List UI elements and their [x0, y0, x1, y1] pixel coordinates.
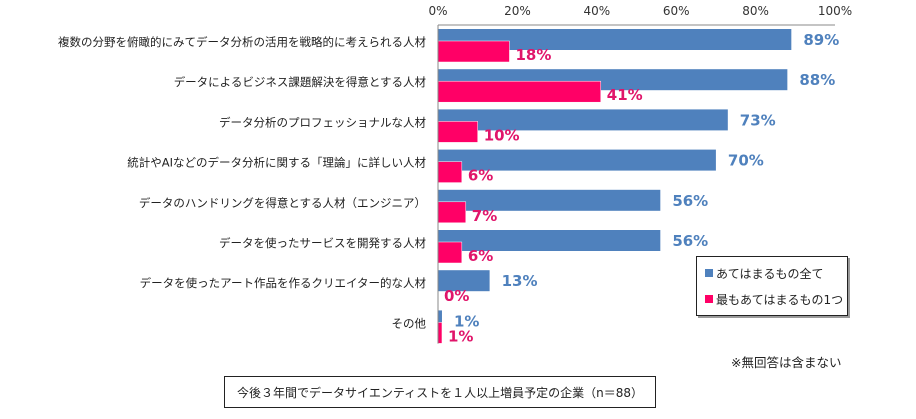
- x-axis-ticks: 0% 20% 40% 60% 80% 100%: [428, 4, 852, 18]
- legend-item-most: 最もあてはまるもの1つ: [705, 291, 843, 308]
- data-label-all: 13%: [502, 272, 538, 290]
- legend: あてはまるもの全て 最もあてはまるもの1つ: [696, 256, 848, 316]
- data-label-most: 0%: [444, 287, 469, 305]
- data-label-most: 7%: [472, 207, 497, 225]
- bar-all: [438, 29, 792, 50]
- bar-most: [437, 201, 467, 224]
- data-label-all: 56%: [672, 232, 708, 250]
- x-tick-label: 100%: [818, 4, 852, 18]
- legend-label-most: 最もあてはまるもの1つ: [716, 293, 844, 307]
- data-label-all: 73%: [740, 111, 776, 129]
- data-label-most: 10%: [484, 126, 520, 144]
- data-label-all: 70%: [728, 152, 764, 170]
- footnote: ※無回答は含まない: [731, 355, 842, 370]
- bar-most: [437, 40, 510, 63]
- bar-all: [438, 310, 442, 332]
- x-tick-label: 60%: [663, 4, 690, 18]
- bar-all: [438, 270, 490, 292]
- category-labels: 複数の分野を俯瞰的にみてデータ分析の活用を戦略的に考えられる人材データによるビジ…: [58, 35, 426, 330]
- data-label-most: 6%: [468, 247, 493, 265]
- category-label: 統計やAIなどのデータ分析に関する「理論」に詳しい人材: [127, 156, 426, 170]
- bars: [437, 29, 792, 344]
- data-labels: 89% 18% 88% 41% 73% 10% 70% 6% 56% 7% 56% 6% 13% 0% 1%…: [444, 31, 839, 345]
- category-label: 複数の分野を俯瞰的にみてデータ分析の活用を戦略的に考えられる人材: [58, 35, 426, 49]
- category-label: データを使ったサービスを開発する人材: [219, 236, 426, 250]
- category-label: データによるビジネス課題解決を得意とする人材: [174, 75, 427, 89]
- data-label-most: 1%: [448, 327, 473, 345]
- bar-all: [438, 189, 661, 211]
- category-label: データのハンドリングを得意とする人材（エンジニア）: [139, 196, 426, 210]
- bar-most: [437, 161, 463, 183]
- legend-swatch-most: [705, 295, 713, 303]
- data-label-all: 88%: [799, 71, 835, 89]
- data-label-most: 6%: [468, 167, 493, 185]
- bar-all: [438, 149, 716, 171]
- bar-most: [437, 322, 443, 344]
- sample-description-box: 今後３年間でデータサイエンティストを１人以上増員予定の企業（n＝88）: [224, 376, 656, 408]
- legend-item-all: あてはまるもの全て: [705, 265, 824, 282]
- bar-all: [438, 109, 728, 131]
- bar-most: [437, 80, 602, 103]
- legend-label-all: あてはまるもの全て: [716, 267, 824, 281]
- x-tick-label: 0%: [428, 4, 447, 18]
- sample-description: 今後３年間でデータサイエンティストを１人以上増員予定の企業（n＝88）: [236, 385, 644, 400]
- data-label-all: 56%: [672, 192, 708, 210]
- x-tick-label: 40%: [583, 4, 610, 18]
- data-label-most: 18%: [515, 46, 551, 64]
- bar-most: [437, 121, 478, 143]
- category-label: データ分析のプロフェッショナルな人材: [219, 115, 426, 129]
- category-label: データを使ったアート作品を作るクリエイター的な人材: [140, 276, 427, 290]
- data-label-most: 41%: [607, 86, 643, 104]
- legend-swatch-all: [705, 269, 713, 277]
- category-label: その他: [392, 316, 427, 330]
- x-tick-label: 80%: [742, 4, 769, 18]
- bar-most: [437, 241, 463, 264]
- data-label-all: 1%: [454, 312, 479, 330]
- data-label-all: 89%: [803, 31, 839, 49]
- x-tick-label: 20%: [504, 4, 531, 18]
- bar-all: [438, 230, 661, 251]
